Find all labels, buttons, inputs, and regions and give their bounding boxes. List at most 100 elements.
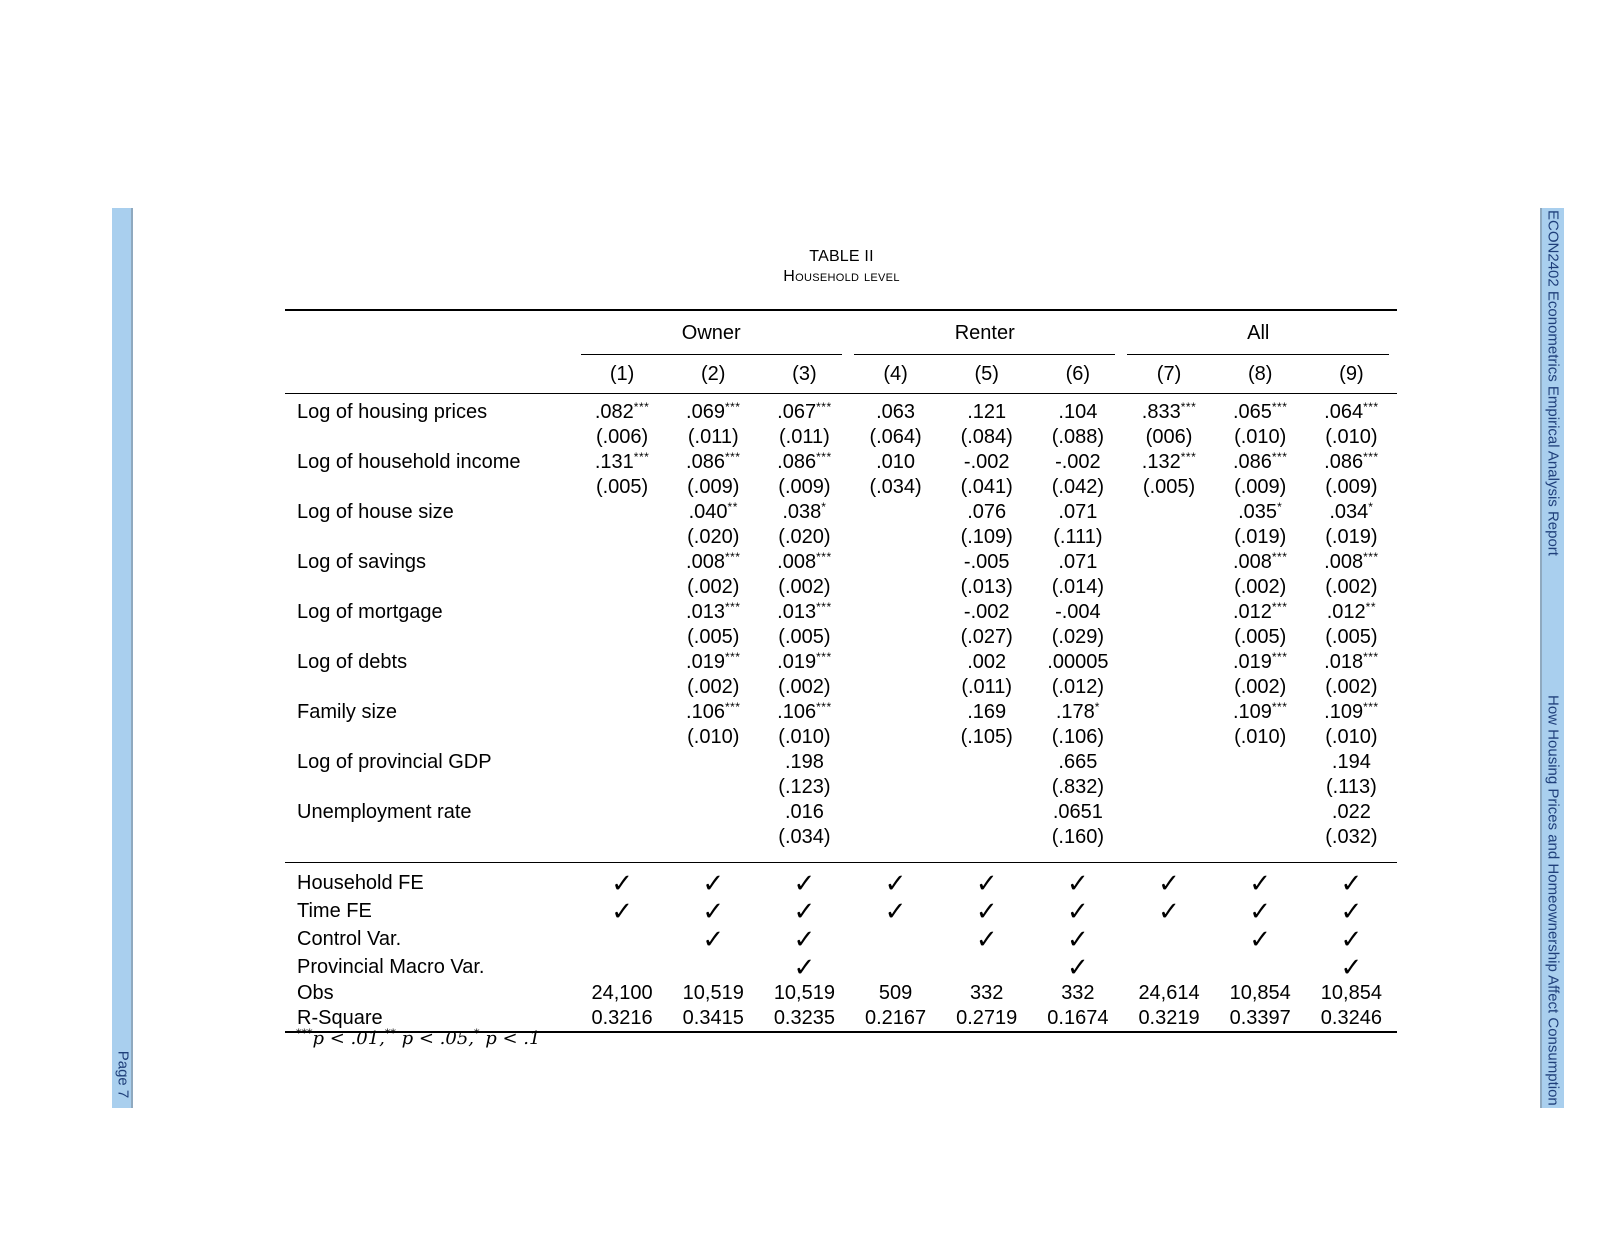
- significance-stars: ***: [816, 550, 832, 564]
- std-error-cell: [668, 825, 759, 850]
- std-error-cell: [1123, 675, 1214, 700]
- coef-value: .109: [1324, 701, 1364, 723]
- significance-stars: ***: [816, 700, 832, 714]
- std-error-cell: [850, 625, 941, 650]
- coef-cell: [668, 800, 759, 825]
- coef-value: .019: [1232, 651, 1272, 673]
- coef-value: .008: [1232, 551, 1272, 573]
- coef-cell: .022: [1306, 800, 1397, 825]
- std-error-cell: (.002): [1234, 576, 1287, 598]
- coef-cell: [850, 600, 941, 625]
- significance-stars: ***: [724, 650, 741, 664]
- coef-cell: [850, 700, 941, 725]
- significance-stars: *: [1368, 500, 1374, 514]
- stat-value: 0.2167: [864, 1007, 927, 1029]
- indicator-label: Time FE: [297, 900, 372, 922]
- coef-cell: .194: [1306, 750, 1397, 775]
- coef-value: .086: [1232, 451, 1272, 473]
- significance-stars: *: [821, 500, 827, 514]
- se-row: (.123) (.832) (.113): [285, 775, 1397, 800]
- coef-cell: [941, 800, 1032, 825]
- stat-value: 332: [1061, 982, 1095, 1004]
- right-margin-bar: ECON2402 Econometrics Empirical Analysis…: [1540, 208, 1564, 1108]
- se-row: (.006) (.011) (.011) (.064) (.084) (.088) (006…: [285, 425, 1397, 450]
- std-error-cell: (.034): [778, 826, 831, 848]
- coef-value: .065: [1232, 401, 1272, 423]
- coef-cell: .008***: [1306, 550, 1397, 575]
- coef-value: .194: [1331, 751, 1371, 773]
- significance-stars: ***: [633, 450, 650, 464]
- stat-value: 332: [970, 982, 1004, 1004]
- significance-stars: ***: [816, 450, 832, 464]
- std-error-cell: (.014): [1051, 576, 1104, 598]
- empty-cell: [577, 925, 668, 953]
- check-mark-icon: ✓: [702, 924, 725, 954]
- coef-value: .109: [1232, 701, 1272, 723]
- std-error-cell: [577, 575, 668, 600]
- std-error-cell: (.002): [687, 576, 740, 598]
- empty-cell: [668, 953, 759, 981]
- coef-cell: -.002: [1032, 450, 1123, 475]
- coef-value: .008: [686, 551, 725, 573]
- stat-value: 10,519: [773, 982, 835, 1004]
- stat-row: Obs 24,100 10,519 10,519 509 332 332 24,614 10,8…: [285, 981, 1397, 1006]
- column-number-row: (1) (2) (3) (4) (5) (6) (7) (8) (9): [285, 355, 1397, 394]
- coef-cell: .086***: [1215, 450, 1306, 475]
- group-header-owner: Owner: [577, 318, 850, 355]
- controls-rule: [285, 862, 1397, 869]
- significance-stars: ***: [816, 400, 832, 414]
- significance-stars: ***: [1363, 650, 1379, 664]
- se-row: (.020) (.020) (.109) (.111) (.019) (.019): [285, 525, 1397, 550]
- check-mark-icon: ✓: [1066, 896, 1089, 926]
- std-error-cell: [577, 825, 668, 850]
- coef-cell: .104: [1032, 400, 1123, 425]
- coef-cell: [850, 800, 941, 825]
- indicator-label: Household FE: [297, 872, 424, 894]
- coef-value: .013: [686, 601, 725, 623]
- se-row: (.002) (.002) (.011) (.012) (.002) (.002): [285, 675, 1397, 700]
- stat-value: 0.3219: [1138, 1007, 1200, 1029]
- coef-cell: -.002: [941, 450, 1032, 475]
- std-error-cell: (.005): [1142, 476, 1196, 498]
- significance-stars: ***: [1271, 400, 1288, 414]
- coef-value: .064: [1324, 401, 1364, 423]
- significance-stars: ***: [724, 450, 741, 464]
- coef-cell: [577, 550, 668, 575]
- check-mark-icon: ✓: [1249, 868, 1272, 898]
- std-error-cell: (.041): [960, 476, 1013, 498]
- check-mark-icon: ✓: [793, 868, 816, 898]
- se-row: (.002) (.002) (.013) (.014) (.002) (.002): [285, 575, 1397, 600]
- std-error-cell: (.160): [1051, 826, 1104, 848]
- coef-value: .106: [686, 701, 725, 723]
- column-number: (5): [974, 363, 999, 385]
- header-report-title: How Housing Prices and Homeownership Aff…: [1544, 695, 1562, 1106]
- coef-value: .002: [967, 651, 1007, 673]
- significance-stars: ***: [816, 600, 832, 614]
- coef-cell: .018***: [1306, 650, 1397, 675]
- coef-value: .069: [686, 401, 725, 423]
- significance-stars: ***: [1271, 650, 1288, 664]
- std-error-cell: [1215, 775, 1306, 800]
- coef-cell: .064***: [1306, 400, 1397, 425]
- std-error-cell: (.034): [869, 476, 922, 498]
- variable-label: Log of mortgage: [297, 601, 443, 623]
- std-error-cell: (.010): [1234, 426, 1287, 448]
- stat-row: R-Square 0.3216 0.3415 0.3235 0.2167 0.2719 0.…: [285, 1006, 1397, 1032]
- coef-cell: [1123, 500, 1214, 525]
- stat-value: 10,854: [1320, 982, 1382, 1004]
- stat-value: 509: [878, 982, 913, 1004]
- coef-value: -.004: [1055, 601, 1101, 623]
- significance-stars: ***: [1271, 700, 1288, 714]
- stat-value: 0.3397: [1229, 1007, 1291, 1029]
- std-error-cell: (.006): [595, 426, 649, 448]
- coef-cell: .065***: [1215, 400, 1306, 425]
- se-row: (.005) (.005) (.027) (.029) (.005) (.005): [285, 625, 1397, 650]
- coef-cell: [850, 650, 941, 675]
- std-error-cell: (.832): [1051, 776, 1104, 798]
- std-error-cell: (.005): [778, 626, 831, 648]
- stat-value: 0.3216: [591, 1007, 653, 1029]
- coef-row: Family size .106*** .106*** .169.178* .109**…: [285, 700, 1397, 725]
- coef-value: .178: [1055, 701, 1095, 723]
- std-error-cell: (.011): [961, 676, 1013, 698]
- coef-value: .022: [1331, 801, 1371, 823]
